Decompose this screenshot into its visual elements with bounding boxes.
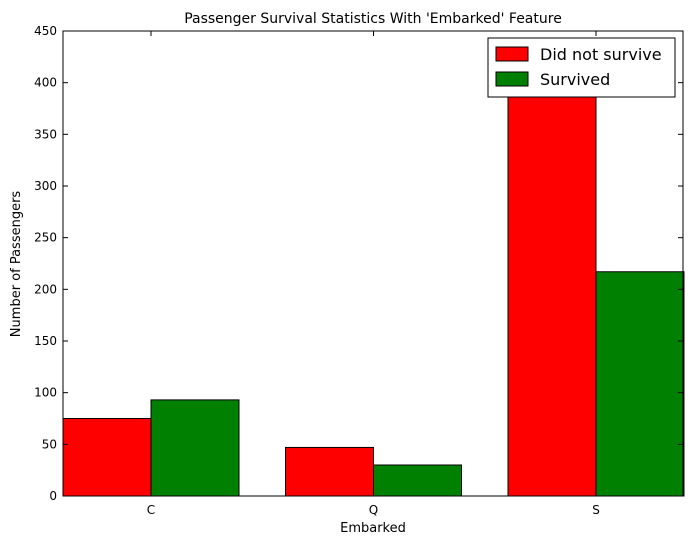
bar-did-not-survive-c — [62, 418, 152, 497]
legend-label: Survived — [540, 70, 610, 89]
y-tick-label: 150 — [34, 334, 57, 348]
legend-swatch — [495, 46, 529, 62]
x-tick-label: C — [147, 503, 155, 517]
y-tick-label: 200 — [34, 282, 57, 296]
chart-title: Passenger Survival Statistics With 'Emba… — [184, 11, 562, 27]
y-tick-label: 250 — [34, 231, 57, 245]
legend: Did not survive Survived — [487, 37, 676, 98]
legend-swatch — [495, 71, 529, 87]
x-axis-label: Embarked — [340, 521, 406, 536]
x-tick-label: Q — [369, 503, 378, 517]
plot-area — [62, 54, 685, 497]
legend-label: Did not survive — [540, 45, 662, 64]
bar-survived-c — [150, 399, 240, 497]
bar-did-not-survive-q — [285, 446, 374, 497]
y-tick-label: 50 — [42, 437, 57, 451]
y-tick-label: 400 — [34, 76, 57, 90]
x-tick-label: S — [592, 503, 600, 517]
y-tick-label: 0 — [49, 489, 57, 503]
bar-survived-s — [595, 271, 685, 497]
y-axis-label: Number of Passengers — [9, 191, 24, 338]
bar-did-not-survive-s — [507, 54, 597, 497]
y-tick-label: 350 — [34, 127, 57, 141]
y-tick-label: 300 — [34, 179, 57, 193]
y-tick-label: 450 — [34, 24, 57, 38]
y-tick-label: 100 — [34, 386, 57, 400]
axes: 0 50 100 150 200 250 300 350 400 450 C Q S — [34, 24, 684, 517]
bar-survived-q — [373, 464, 462, 497]
